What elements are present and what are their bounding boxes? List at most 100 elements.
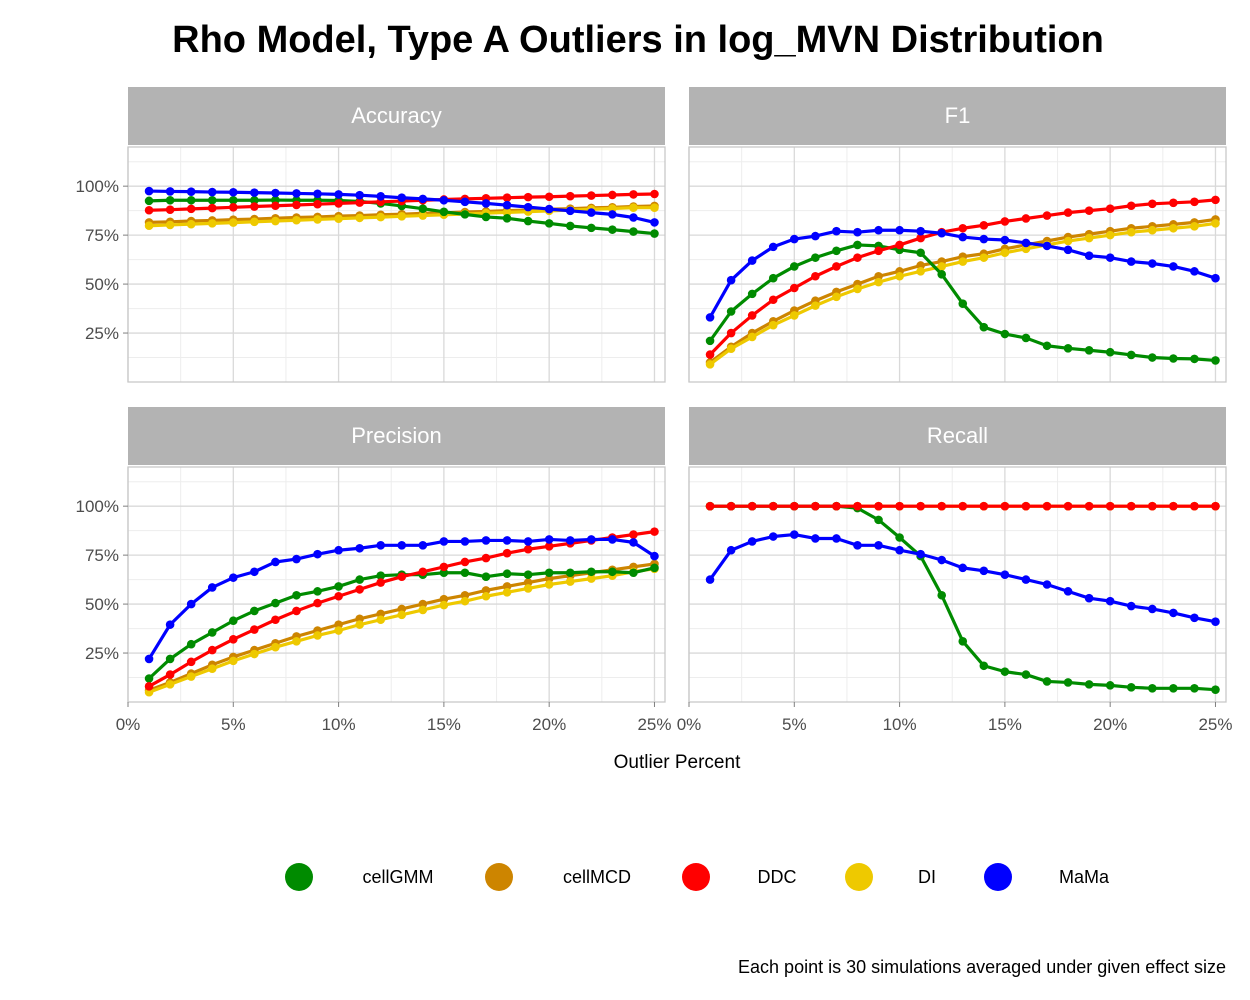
- data-point: [144, 186, 154, 196]
- legend-key: [682, 863, 710, 891]
- x-tick-label: 0%: [677, 715, 702, 734]
- data-point: [207, 203, 217, 213]
- data-point: [586, 535, 596, 544]
- data-point: [186, 204, 196, 214]
- series-cellgmm: [705, 240, 1220, 365]
- data-point: [397, 572, 407, 581]
- data-point: [1084, 345, 1094, 355]
- data-point: [811, 253, 820, 262]
- data-point: [1042, 341, 1052, 351]
- data-point: [397, 212, 407, 221]
- x-tick-label: 5%: [782, 715, 807, 734]
- data-point: [144, 674, 154, 683]
- data-point: [958, 501, 968, 511]
- data-point: [958, 223, 968, 233]
- data-point: [186, 639, 196, 649]
- data-point: [334, 199, 343, 208]
- data-point: [565, 577, 575, 586]
- legend-item-di: DI: [845, 863, 936, 891]
- series-mama: [705, 225, 1220, 322]
- data-point: [523, 216, 533, 226]
- data-point: [376, 212, 386, 222]
- data-point: [937, 262, 947, 271]
- series-mama: [705, 530, 1220, 627]
- data-point: [1169, 198, 1178, 208]
- data-point: [523, 537, 533, 546]
- data-point: [705, 501, 715, 511]
- data-point: [523, 192, 533, 202]
- x-tick-label: 15%: [427, 715, 461, 734]
- data-point: [439, 195, 449, 205]
- data-point: [565, 221, 575, 231]
- panel-border: [127, 146, 666, 383]
- data-point: [705, 350, 715, 359]
- data-point: [937, 269, 947, 279]
- facet-strip: [689, 87, 1226, 145]
- data-point: [292, 215, 301, 225]
- data-point: [979, 221, 989, 230]
- data-point: [544, 574, 554, 583]
- data-point: [608, 567, 617, 577]
- data-point: [355, 620, 364, 629]
- data-point: [958, 563, 968, 573]
- data-point: [629, 213, 638, 222]
- data-point: [895, 545, 904, 555]
- x-tick-label: 25%: [637, 715, 671, 734]
- data-point: [895, 501, 904, 511]
- legend-label: MaMa: [1059, 867, 1110, 887]
- data-point: [586, 191, 596, 200]
- data-point: [460, 557, 470, 567]
- legend-label: cellGMM: [363, 867, 434, 887]
- data-point: [334, 591, 343, 601]
- data-point: [523, 544, 533, 554]
- data-point: [789, 501, 799, 511]
- data-point: [1000, 217, 1010, 226]
- data-point: [271, 615, 280, 625]
- data-point: [165, 680, 175, 689]
- data-point: [376, 615, 386, 625]
- data-point: [376, 541, 386, 550]
- x-axis-title: Outlier Percent: [614, 752, 741, 773]
- data-point: [502, 193, 512, 203]
- data-point: [481, 212, 491, 222]
- data-point: [1147, 604, 1157, 614]
- data-point: [1021, 670, 1031, 679]
- y-tick-label: 50%: [85, 595, 119, 614]
- data-point: [726, 328, 736, 338]
- data-point: [768, 320, 778, 330]
- data-point: [832, 534, 841, 543]
- x-tick-label: 15%: [988, 715, 1022, 734]
- data-point: [1211, 195, 1220, 205]
- data-point: [250, 606, 259, 616]
- data-point: [565, 536, 575, 545]
- data-point: [544, 204, 554, 214]
- data-point: [1126, 683, 1136, 692]
- data-point: [1021, 238, 1031, 248]
- data-point: [789, 530, 799, 539]
- data-point: [144, 687, 154, 697]
- data-point: [916, 501, 925, 511]
- data-point: [271, 557, 280, 567]
- data-point: [313, 215, 322, 224]
- data-point: [1021, 333, 1031, 343]
- data-point: [1211, 685, 1220, 694]
- data-point: [376, 609, 386, 619]
- data-point: [144, 205, 154, 215]
- data-point: [481, 553, 491, 563]
- data-point: [1190, 354, 1199, 364]
- data-point: [271, 201, 280, 211]
- data-point: [874, 225, 883, 235]
- data-point: [397, 604, 407, 614]
- data-point: [1084, 251, 1094, 260]
- data-point: [418, 605, 428, 615]
- data-point: [523, 202, 533, 212]
- data-point: [207, 628, 217, 637]
- data-point: [608, 225, 617, 234]
- data-point: [832, 501, 841, 511]
- data-point: [979, 566, 989, 576]
- facet-strip: [128, 87, 665, 145]
- legend-key: [845, 863, 873, 891]
- data-point: [832, 226, 841, 236]
- data-point: [144, 196, 154, 206]
- data-point: [629, 190, 638, 199]
